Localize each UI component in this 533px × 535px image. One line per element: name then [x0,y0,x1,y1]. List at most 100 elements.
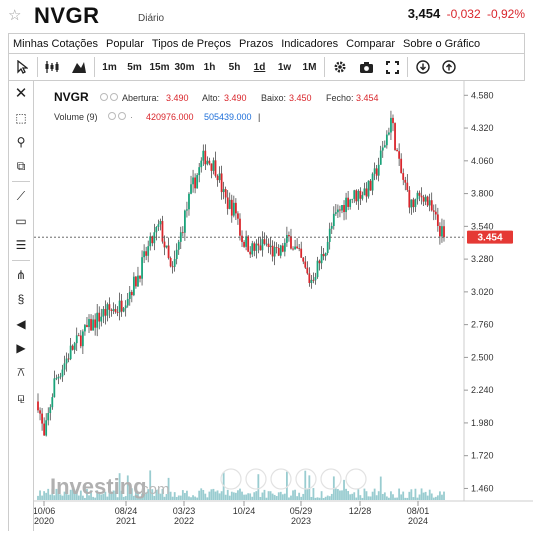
cursor-icon[interactable] [9,54,35,80]
price-chart[interactable]: Investing .com 4.580 4.320 4.060 3.800 3.540… [33,81,533,530]
candle-body [251,243,254,255]
upload-cloud-icon[interactable] [436,54,462,80]
candle-body [279,245,282,256]
menu-indicadores[interactable]: Indicadores [281,37,339,50]
volume-bar [226,489,229,500]
volume-bar [300,496,303,500]
candle-body [222,189,225,193]
volume-bar [188,496,190,500]
volume-eye-icon[interactable] [108,112,116,120]
volume-bar [69,489,72,500]
fullscreen-icon[interactable] [379,54,405,80]
eye-icon[interactable] [100,93,108,101]
rectangle-icon[interactable]: ▭ [15,213,27,228]
gear-icon[interactable] [327,54,353,80]
download-cloud-icon[interactable] [410,54,436,80]
zoom-control-button[interactable] [320,468,342,490]
legend-high-label: Alto: [202,93,220,103]
star-icon[interactable]: ☆ [8,7,22,24]
measure-icon[interactable]: ⚼ [16,389,26,404]
interval-30m[interactable]: 30m [174,61,195,73]
candle-body [183,210,186,233]
menu-comparar[interactable]: Comparar [346,37,396,50]
y-tick-label: 1.720 [471,451,494,461]
volume-bar [341,490,343,500]
candle-body [122,308,125,312]
volume-bar [135,491,137,500]
zoom-control-button[interactable] [295,468,317,490]
menu-minhas-cotacoes[interactable]: Minhas Cotações [13,37,98,50]
volume-bar [412,497,415,500]
x-tick-label: 12/28 [349,506,372,516]
fibonacci-icon[interactable]: § [17,292,25,307]
volume-bar [169,491,172,500]
candle-body [139,275,141,279]
candlestick-chart-icon[interactable] [40,54,66,80]
trend-line-icon[interactable]: ⟋ [16,188,26,203]
zoom-controls[interactable] [220,468,367,490]
candle-body [173,259,176,267]
legend-low-value: 3.450 [289,93,312,103]
horizontal-lines-icon[interactable]: ☰ [15,238,27,253]
volume-settings-icon[interactable] [118,112,126,120]
candle-body [337,209,339,213]
candle-body [420,195,423,198]
volume-bar [281,494,284,500]
candle-body [84,325,86,332]
volume-bar [49,494,52,500]
volume-bar [163,496,166,500]
interval-1d[interactable]: 1d [253,61,266,73]
zoom-control-button[interactable] [345,468,367,490]
candle-body [320,253,323,264]
menu-tipos-de-precos[interactable]: Tipos de Preços [151,37,231,50]
candle-body [265,243,268,245]
pitchfork-icon[interactable]: ⋔ [15,267,27,282]
candle-body [114,309,117,312]
volume-bar [355,497,358,500]
x-tick-year: 2023 [291,516,311,526]
zoom-control-button[interactable] [245,468,267,490]
candle-body [63,363,66,370]
volume-bar [443,491,445,500]
chart-area[interactable]: Investing .com 4.580 4.320 4.060 3.800 3.540… [33,81,533,530]
zoom-control-button[interactable] [220,468,242,490]
candle-body [181,232,184,234]
volume-bar [322,497,325,500]
interval-1w[interactable]: 1w [277,61,292,73]
close-icon[interactable]: ✕ [14,85,28,103]
arrow-left-icon[interactable]: ◀ [16,316,26,331]
interval-1m[interactable]: 1m [102,61,117,73]
candle-body [404,179,407,183]
candle-body [200,160,203,168]
copy-icon[interactable]: ⧉ [16,159,26,174]
interval-15m[interactable]: 15m [149,61,170,73]
area-chart-icon[interactable] [66,54,92,80]
volume-bar [145,492,148,500]
menu-popular[interactable]: Popular [106,37,144,50]
interval-1M[interactable]: 1M [302,61,317,73]
arrow-right-icon[interactable]: ▶ [16,341,26,356]
volume-bar [102,493,105,500]
volume-bar [106,496,109,500]
camera-icon[interactable] [353,54,379,80]
select-area-icon[interactable]: ⬚ [15,110,27,125]
volume-bar [234,492,237,500]
y-tick-label: 4.580 [471,90,494,100]
volume-bar [269,491,272,500]
toolbar-divider [37,57,38,77]
interval-1h[interactable]: 1h [203,61,216,73]
menu-sobre-o-grafico[interactable]: Sobre o Gráfico [403,37,481,50]
interval-5m[interactable]: 5m [127,61,142,73]
settings-dot-icon[interactable] [110,93,118,101]
candle-body [253,243,256,251]
volume-bar [155,489,158,500]
interval-5h[interactable]: 5h [228,61,241,73]
volume-bar [181,490,184,500]
candle-body [108,304,111,310]
x-tick-label: 03/23 [173,506,196,516]
candle-body [206,160,209,165]
magnet-icon[interactable]: ⚲ [16,135,26,150]
zoom-control-button[interactable] [270,468,292,490]
pattern-icon[interactable]: ⚻ [17,365,25,380]
menu-prazos[interactable]: Prazos [239,37,274,50]
